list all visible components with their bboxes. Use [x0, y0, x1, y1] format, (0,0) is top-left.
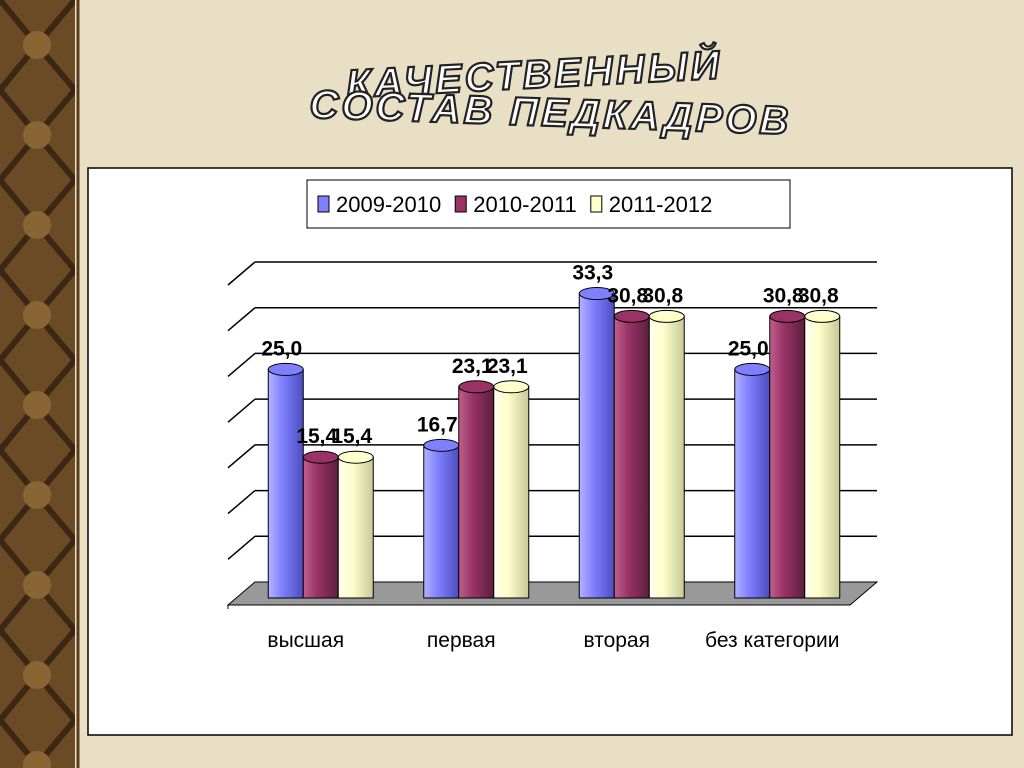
bar: [613, 315, 650, 599]
value-label: 33,3: [572, 262, 613, 285]
bar: [648, 315, 685, 599]
bar: [302, 456, 339, 599]
wall-grid-line: [227, 444, 256, 469]
bar-top: [267, 362, 304, 376]
bar-top: [734, 362, 771, 376]
x-tick-label: без категории: [705, 629, 840, 652]
bar-top: [613, 309, 650, 323]
value-label: 30,8: [642, 284, 683, 307]
bar: [804, 315, 841, 599]
value-label: 15,4: [331, 425, 372, 448]
value-label: 23,1: [452, 355, 493, 378]
value-label: 30,8: [607, 284, 648, 307]
bar-top: [423, 438, 460, 452]
bar-top: [648, 309, 685, 323]
bar-top: [458, 380, 495, 394]
legend-box: [306, 179, 791, 229]
wall-grid-line: [227, 307, 256, 332]
bar: [423, 444, 460, 599]
bar-top: [302, 450, 339, 464]
x-tick-label: высшая: [267, 629, 345, 652]
legend-label: 2010-2011: [473, 192, 577, 217]
legend-label: 2009-2010: [336, 192, 441, 217]
bar-top: [493, 380, 530, 394]
value-label: 23,1: [487, 355, 528, 378]
legend-swatch: [317, 195, 330, 213]
bar: [734, 368, 771, 599]
value-label: 25,0: [261, 337, 302, 360]
value-label: 30,8: [798, 284, 839, 307]
floor: [226, 581, 879, 606]
title-line: СОСТАВ ПЕДКАДРОВ: [309, 83, 792, 144]
bar-top: [578, 287, 615, 301]
value-label: 30,8: [763, 284, 804, 307]
legend-label: 2011-2012: [609, 192, 713, 217]
bar: [493, 386, 530, 599]
bar: [337, 456, 374, 599]
side-strip: [0, 0, 75, 768]
wall-grid-line: [227, 490, 256, 515]
bar: [769, 315, 806, 599]
legend-swatch: [590, 195, 603, 213]
bar-top: [337, 450, 374, 464]
value-label: 16,7: [417, 413, 458, 436]
wall-grid-line: [227, 352, 256, 377]
bar-top: [804, 309, 841, 323]
x-tick-label: вторая: [583, 629, 651, 652]
value-label: 15,4: [296, 425, 337, 448]
value-label: 25,0: [728, 337, 769, 360]
bar: [458, 386, 495, 599]
x-tick-label: первая: [426, 629, 496, 652]
wall-grid-line: [227, 535, 256, 560]
legend-swatch: [454, 195, 467, 213]
wall-grid-line: [227, 398, 256, 423]
bar: [267, 368, 304, 599]
bar-top: [769, 309, 806, 323]
wall-grid-line: [227, 261, 256, 286]
bar: [578, 293, 615, 599]
